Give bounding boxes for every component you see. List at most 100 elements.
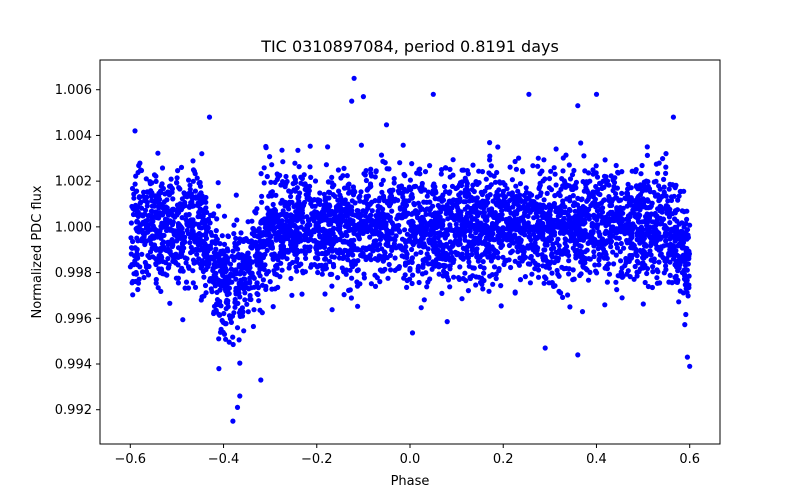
data-point [561,229,567,235]
data-point [344,213,350,219]
data-point [145,263,151,269]
data-point [509,219,515,225]
data-point [325,144,331,150]
data-point [475,240,481,246]
data-point [560,201,566,207]
data-point [597,233,603,239]
data-point [430,91,436,97]
data-point [203,205,209,211]
data-point [609,228,615,234]
data-point [186,177,192,183]
data-point [167,300,173,306]
data-point [360,94,366,100]
data-point [364,201,370,207]
data-point [321,191,327,197]
data-point [610,249,616,255]
data-point [493,271,499,277]
data-point [409,161,415,167]
data-point [142,207,149,213]
data-point [531,231,537,237]
data-point [262,225,268,231]
data-point [602,157,608,163]
data-point [294,225,300,231]
data-point [637,247,643,254]
data-point [275,214,281,220]
data-point [303,255,309,261]
data-point [641,235,648,241]
data-point [638,171,644,177]
data-point [496,226,502,232]
data-point [211,278,217,284]
data-point [542,345,548,351]
data-point [686,282,692,288]
data-point [486,170,492,176]
data-point [324,235,330,242]
data-point [349,98,355,104]
data-point [566,217,572,223]
data-point [148,208,154,214]
data-point [447,263,453,269]
data-point [251,275,257,281]
data-point [461,231,467,237]
data-point [165,256,171,262]
data-point [293,264,299,270]
data-point [365,224,371,230]
data-point [451,274,457,280]
data-point [528,253,534,260]
data-point [407,267,413,273]
data-point [640,301,646,307]
data-point [492,237,498,243]
data-point [135,286,141,293]
data-point [140,213,146,219]
data-point [309,203,315,209]
data-point [457,264,463,270]
data-point [402,262,408,268]
data-point [257,261,263,267]
data-point [487,157,493,163]
data-point [179,234,185,240]
data-point [228,266,234,272]
data-point [273,237,279,243]
data-point [487,140,493,146]
data-point [275,220,281,226]
y-tick-label: 1.004 [55,129,92,144]
data-point [555,255,562,261]
data-point [254,291,260,297]
data-point [286,265,292,271]
data-point [226,339,232,345]
data-point [439,290,445,296]
data-point [160,212,166,218]
data-point [205,225,211,231]
data-point [454,185,460,191]
data-point [684,216,690,222]
data-point [498,283,504,289]
data-point [421,218,427,224]
data-point [493,195,499,201]
data-point [522,274,529,280]
data-point [467,274,473,280]
data-point [262,251,268,257]
data-point [402,272,408,278]
data-point [618,269,624,275]
data-point [541,280,547,286]
data-point [660,156,666,162]
data-point [481,270,487,276]
data-point [527,261,533,267]
data-point [415,200,421,206]
data-point [400,194,406,200]
data-point [220,272,226,278]
data-point [194,251,200,257]
data-point [423,211,429,217]
data-point [617,249,623,255]
data-point [296,164,302,170]
data-points [127,75,693,424]
data-point [131,195,137,201]
data-point [372,272,378,278]
data-point [258,377,264,383]
data-point [198,297,204,303]
data-point [283,181,289,187]
data-point [280,208,286,214]
data-point [628,202,634,208]
data-point [410,272,416,278]
data-point [292,160,298,166]
